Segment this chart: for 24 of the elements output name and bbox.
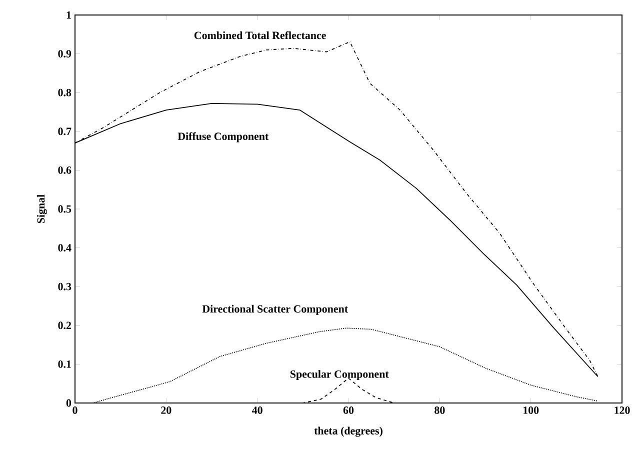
- series-label: Combined Total Reflectance: [194, 31, 326, 40]
- y-tick-label: 1: [66, 11, 71, 19]
- x-tick-label: 80: [434, 406, 445, 414]
- series-label: Specular Component: [290, 370, 389, 380]
- y-tick-label: 0.8: [58, 88, 72, 96]
- y-tick-label: 0.9: [58, 50, 72, 58]
- x-tick-label: 0: [72, 406, 78, 414]
- y-tick-label: 0.5: [58, 205, 72, 213]
- x-tick-label: 120: [614, 406, 630, 414]
- y-tick-label: 0.1: [58, 360, 71, 368]
- x-tick-label: 20: [161, 406, 172, 414]
- y-tick-label: 0.2: [58, 322, 71, 330]
- x-tick-label: 40: [252, 406, 262, 414]
- y-tick-label: 0: [66, 399, 72, 407]
- x-axis-title: theta (degrees): [314, 426, 382, 437]
- y-tick-label: 0.7: [58, 128, 72, 136]
- y-tick-label: 0.3: [58, 282, 72, 290]
- text: Diffuse Component: [178, 132, 269, 142]
- y-axis-title: Signal: [36, 194, 47, 224]
- x-tick-label: 100: [523, 406, 539, 414]
- y-tick-label: 0.6: [58, 166, 72, 174]
- y-tick-label: 0.4: [58, 244, 72, 252]
- series-label: Directional Scatter Component: [202, 304, 348, 315]
- x-tick-label: 60: [343, 406, 354, 414]
